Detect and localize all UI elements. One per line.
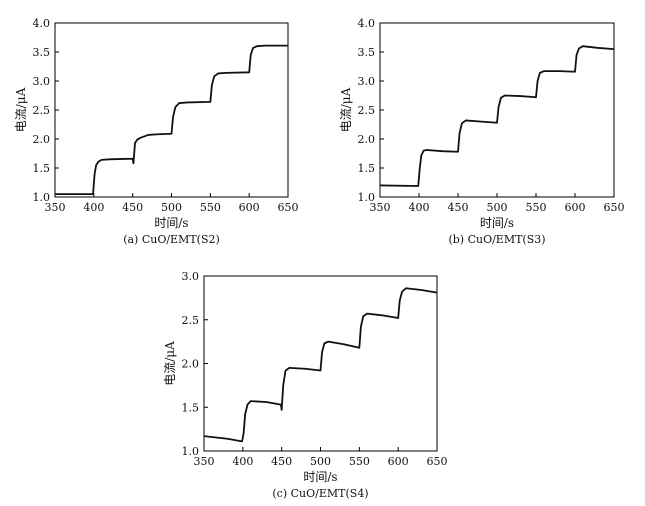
chart-a-y-tick-label: 2.5: [33, 104, 51, 117]
chart-a-y-axis-label: 电流/μA: [14, 87, 28, 132]
chart-panel-a: 350 400 450 500 550 600 650 1.0 1.5 2.0 2.5 3.0 3.5 4…: [0, 0, 320, 250]
chart-c: 350 400 450 500 550 600 650 1.0 1.5 2.0 2.5 3.0 时间/s…: [163, 270, 448, 500]
chart-c-x-tick-label: 550: [349, 455, 370, 468]
chart-c-y-axis-label: 电流/μA: [163, 341, 177, 386]
chart-b-series-line-0: [379, 45, 615, 187]
chart-c-x-tick-label: 500: [310, 455, 331, 468]
chart-b-y-tick-label: 1.0: [358, 191, 376, 204]
chart-a: 350 400 450 500 550 600 650 1.0 1.5 2.0 2.5 3.0 3.5 4…: [14, 17, 299, 246]
chart-b-y-tick-label: 2.5: [358, 104, 376, 117]
chart-a-x-tick-label: 550: [200, 201, 221, 214]
chart-b-x-tick-label: 550: [526, 201, 547, 214]
chart-b-y-tick-label: 2.0: [358, 133, 376, 146]
chart-c-y-tick-label: 2.5: [182, 314, 200, 327]
chart-c-x-tick-label: 450: [271, 455, 292, 468]
chart-a-series-line-0: [55, 44, 288, 195]
chart-a-x-axis-label: 时间/s: [154, 216, 188, 230]
chart-b-x-tick-label: 650: [604, 201, 625, 214]
chart-b-x-tick-label: 600: [565, 201, 586, 214]
chart-c-y-tick-label: 2.0: [182, 358, 200, 371]
chart-c-x-axis-label: 时间/s: [303, 470, 337, 484]
chart-a-y-tick-label: 1.5: [33, 162, 51, 175]
chart-panel-c: 350 400 450 500 550 600 650 1.0 1.5 2.0 2.5 3.0 时间/s…: [150, 258, 470, 506]
chart-c-y-tick-label: 3.0: [182, 270, 200, 283]
chart-a-y-tick-label: 1.0: [33, 191, 51, 204]
chart-c-x-tick-label: 350: [194, 455, 215, 468]
chart-c-series-line-0: [203, 287, 438, 443]
chart-a-x-tick-label: 450: [122, 201, 143, 214]
chart-b-x-tick-label: 350: [370, 201, 391, 214]
chart-a-y-tick-label: 4.0: [33, 17, 51, 30]
chart-a-x-tick-label: 650: [278, 201, 299, 214]
chart-b-x-axis-label: 时间/s: [480, 216, 514, 230]
chart-b-x-tick-label: 400: [409, 201, 430, 214]
chart-a-x-tick-label: 350: [45, 201, 66, 214]
chart-a-y-tick-label: 3.5: [33, 46, 51, 59]
chart-c-y-tick-label: 1.5: [182, 401, 200, 414]
chart-b-y-tick-label: 1.5: [358, 162, 376, 175]
chart-c-x-tick-label: 600: [388, 455, 409, 468]
chart-b-y-axis-label: 电流/μA: [339, 87, 353, 132]
chart-panel-b: 350 400 450 500 550 600 650 1.0 1.5 2.0 2.5 3.0 3.5 4…: [325, 0, 645, 250]
chart-a-y-tick-label: 2.0: [33, 133, 51, 146]
chart-b-y-tick-label: 4.0: [358, 17, 376, 30]
chart-a-x-tick-label: 500: [161, 201, 182, 214]
chart-c-caption: (c) CuO/EMT(S4): [272, 487, 368, 500]
chart-a-x-tick-label: 600: [239, 201, 260, 214]
chart-b-y-tick-label: 3.0: [358, 75, 376, 88]
chart-a-x-tick-label: 400: [83, 201, 104, 214]
chart-b-x-tick-label: 500: [487, 201, 508, 214]
chart-b-caption: (b) CuO/EMT(S3): [448, 233, 545, 246]
chart-c-y-tick-label: 1.0: [182, 445, 200, 458]
chart-b-x-tick-label: 450: [448, 201, 469, 214]
chart-a-caption: (a) CuO/EMT(S2): [123, 233, 220, 246]
chart-b: 350 400 450 500 550 600 650 1.0 1.5 2.0 2.5 3.0 3.5 4…: [339, 17, 625, 246]
chart-c-x-tick-label: 650: [427, 455, 448, 468]
chart-c-x-tick-label: 400: [232, 455, 253, 468]
chart-b-y-tick-label: 3.5: [358, 46, 376, 59]
chart-a-y-tick-label: 3.0: [33, 75, 51, 88]
